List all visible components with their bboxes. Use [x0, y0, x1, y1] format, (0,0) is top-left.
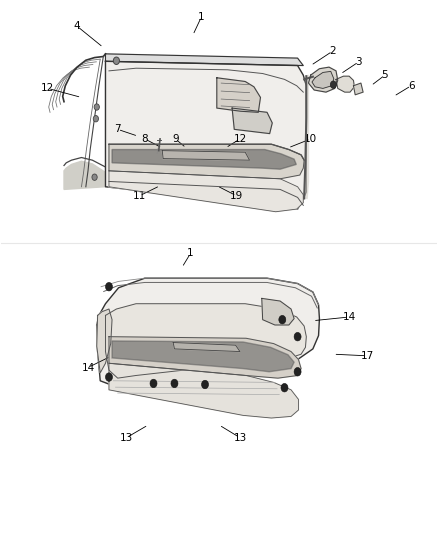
- Circle shape: [201, 380, 208, 389]
- Circle shape: [294, 368, 301, 376]
- Polygon shape: [97, 278, 319, 386]
- Polygon shape: [353, 83, 363, 95]
- Polygon shape: [109, 171, 303, 212]
- Text: 6: 6: [408, 81, 414, 91]
- Text: 19: 19: [230, 191, 243, 201]
- Text: 12: 12: [233, 134, 247, 144]
- Polygon shape: [109, 337, 301, 378]
- Circle shape: [330, 81, 336, 88]
- Text: 8: 8: [141, 134, 148, 144]
- Circle shape: [113, 57, 120, 64]
- Circle shape: [94, 104, 99, 110]
- Polygon shape: [106, 54, 303, 66]
- Polygon shape: [262, 298, 294, 325]
- Polygon shape: [97, 309, 112, 373]
- Polygon shape: [109, 144, 304, 179]
- Circle shape: [294, 333, 301, 341]
- Text: 14: 14: [81, 362, 95, 373]
- Polygon shape: [232, 108, 272, 134]
- Text: 9: 9: [172, 134, 179, 144]
- Polygon shape: [173, 343, 240, 352]
- Circle shape: [150, 379, 157, 387]
- Text: 7: 7: [114, 124, 121, 134]
- Text: 11: 11: [133, 191, 146, 201]
- Text: 1: 1: [198, 12, 205, 22]
- Polygon shape: [106, 61, 306, 209]
- Circle shape: [171, 379, 178, 387]
- Text: 12: 12: [41, 83, 54, 93]
- Polygon shape: [162, 151, 250, 160]
- Polygon shape: [217, 78, 261, 112]
- Polygon shape: [109, 364, 298, 418]
- Text: 17: 17: [361, 351, 374, 361]
- Circle shape: [106, 373, 113, 381]
- Text: 1: 1: [187, 248, 194, 258]
- Text: 14: 14: [343, 312, 356, 322]
- Circle shape: [106, 282, 113, 291]
- Polygon shape: [312, 71, 334, 88]
- Polygon shape: [336, 76, 354, 92]
- Text: 4: 4: [74, 21, 81, 31]
- Text: 10: 10: [304, 134, 317, 144]
- Circle shape: [93, 116, 99, 122]
- Text: 2: 2: [329, 46, 336, 56]
- Text: 13: 13: [233, 433, 247, 443]
- Polygon shape: [106, 304, 306, 378]
- Text: 3: 3: [355, 57, 362, 67]
- Circle shape: [92, 174, 97, 180]
- Polygon shape: [112, 341, 294, 372]
- Polygon shape: [308, 67, 338, 92]
- Text: 5: 5: [381, 70, 388, 80]
- Text: 13: 13: [120, 433, 133, 443]
- Circle shape: [279, 316, 286, 324]
- Polygon shape: [304, 75, 308, 198]
- Polygon shape: [64, 161, 105, 189]
- Circle shape: [281, 383, 288, 392]
- Polygon shape: [112, 150, 296, 169]
